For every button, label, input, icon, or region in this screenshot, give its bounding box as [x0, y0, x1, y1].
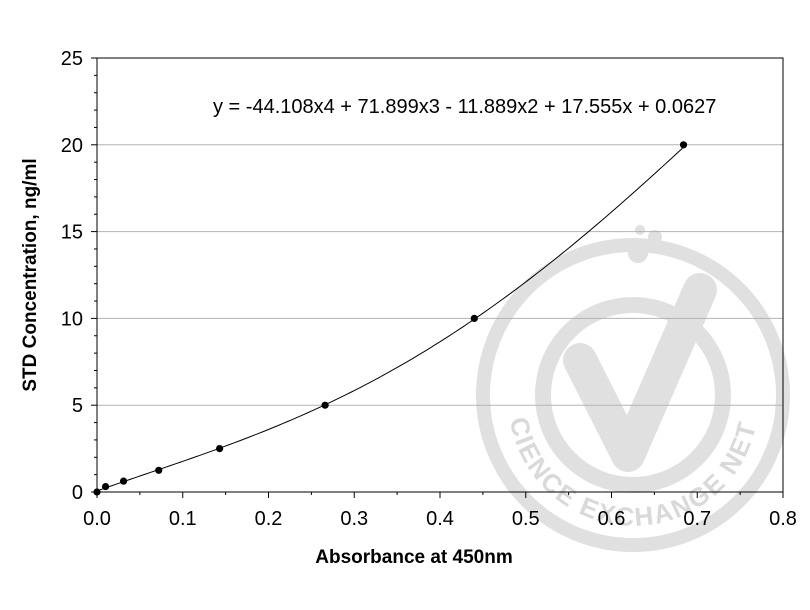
- x-tick-label: 0.5: [512, 508, 540, 530]
- watermark-dot-icon: [648, 230, 662, 244]
- data-point: [93, 488, 101, 496]
- watermark-dot-icon: [635, 225, 645, 235]
- watermark-outer-ring: [476, 238, 790, 552]
- y-axis-title: STD Concentration, ng/ml: [20, 158, 41, 391]
- y-axis-ticks: 0 5 10 15 20 25: [61, 48, 97, 504]
- watermark-dot-icon: [628, 243, 648, 263]
- watermark-logo: THE SCIENCE EXCHANGE NETWORK: [0, 0, 790, 552]
- x-tick-label: 0.3: [340, 508, 368, 530]
- x-tick-label: 0.2: [255, 508, 283, 530]
- data-point: [155, 466, 163, 474]
- watermark-check-icon: [563, 273, 717, 472]
- watermark-text: THE SCIENCE EXCHANGE NETWORK: [0, 0, 761, 532]
- data-point: [216, 445, 224, 453]
- trendline-curve: [96, 146, 684, 492]
- watermark-inner-ring: [535, 297, 731, 493]
- x-axis-title: Absorbance at 450nm: [315, 547, 512, 568]
- x-axis-ticks: 0.0 0.1 0.2 0.3 0.4 0.5 0.6 0.7 0.8: [83, 492, 797, 530]
- x-tick-label: 0.4: [426, 508, 454, 530]
- grid-lines: [97, 144, 783, 406]
- y-tick-label: 15: [61, 222, 83, 244]
- x-tick-label: 0.7: [683, 508, 711, 530]
- x-tick-label: 0.1: [169, 508, 197, 530]
- y-tick-label: 10: [61, 308, 83, 330]
- data-point: [119, 477, 128, 485]
- trendline-equation: y = -44.108x4 + 71.899x3 - 11.889x2 + 17…: [213, 96, 716, 118]
- plot-area: [96, 57, 784, 493]
- y-tick-label: 25: [61, 48, 83, 70]
- y-tick-label: 0: [72, 482, 83, 504]
- plot-border: [96, 57, 784, 493]
- data-point: [679, 141, 688, 149]
- y-tick-label: 5: [72, 395, 83, 417]
- x-tick-label: 0.8: [769, 508, 797, 530]
- trendline-layer: [96, 146, 684, 492]
- y-tick-label: 20: [61, 135, 83, 157]
- x-tick-label: 0.0: [83, 508, 111, 530]
- data-points: [93, 141, 688, 496]
- data-point: [101, 482, 110, 491]
- x-tick-label: 0.6: [598, 508, 626, 530]
- data-point: [470, 314, 478, 322]
- data-point: [321, 401, 329, 409]
